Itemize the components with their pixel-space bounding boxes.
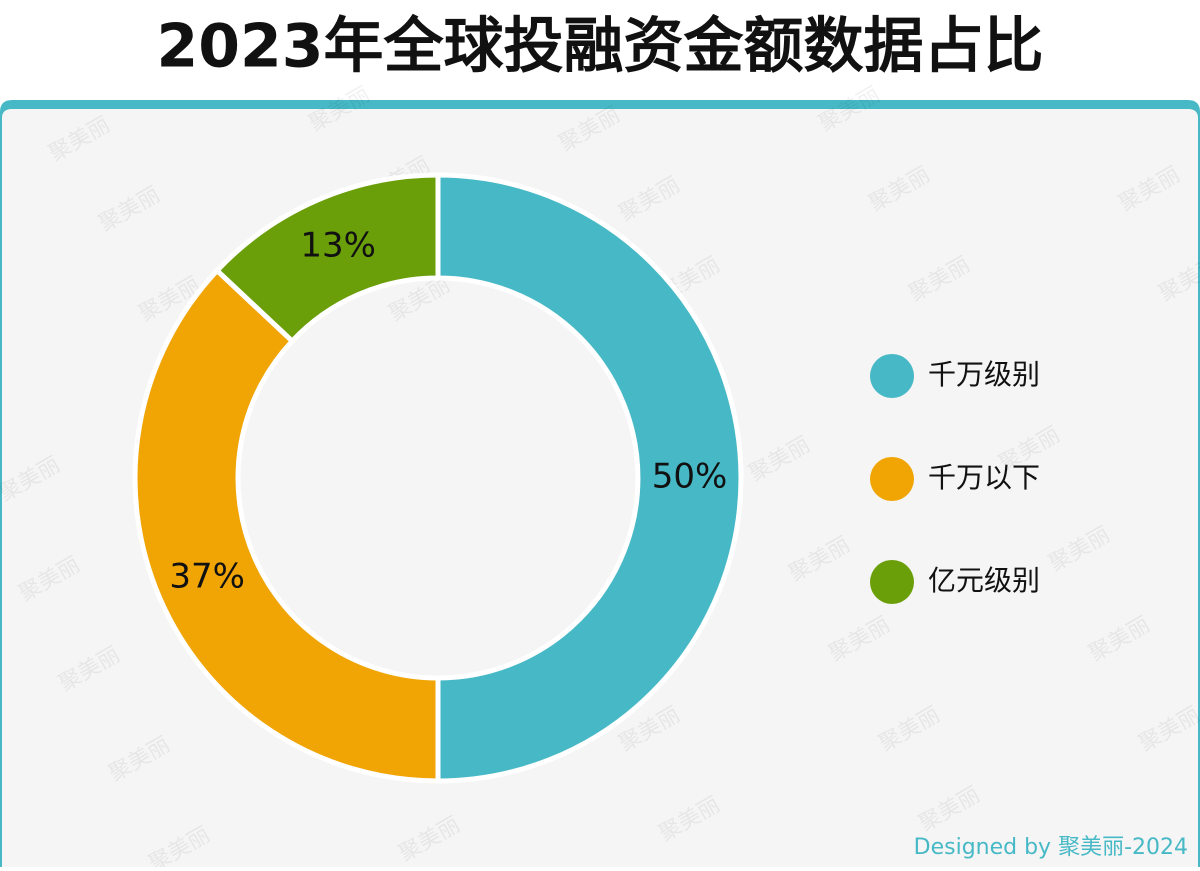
value-label: 37% (169, 556, 245, 596)
donut-slice (132, 267, 441, 784)
legend-label: 千万级别 (928, 358, 1040, 391)
value-label: 50% (652, 457, 728, 497)
legend-label: 千万以下 (928, 461, 1040, 494)
legend-label: 亿元级别 (928, 564, 1040, 597)
footer: Designed by 聚美丽-2024 (914, 835, 1188, 860)
value-label: 13% (300, 226, 376, 266)
legend-swatch (870, 457, 914, 501)
donut-slice (213, 172, 441, 345)
donut-slice (435, 172, 744, 784)
legend-swatch (870, 560, 914, 604)
legend-swatch (870, 354, 914, 398)
plot: 50% 千万级别 37% 千万以下 13% 亿元级别 (132, 172, 1040, 784)
chart-title: 2023年全球投融资金额数据占比 (157, 12, 1044, 82)
